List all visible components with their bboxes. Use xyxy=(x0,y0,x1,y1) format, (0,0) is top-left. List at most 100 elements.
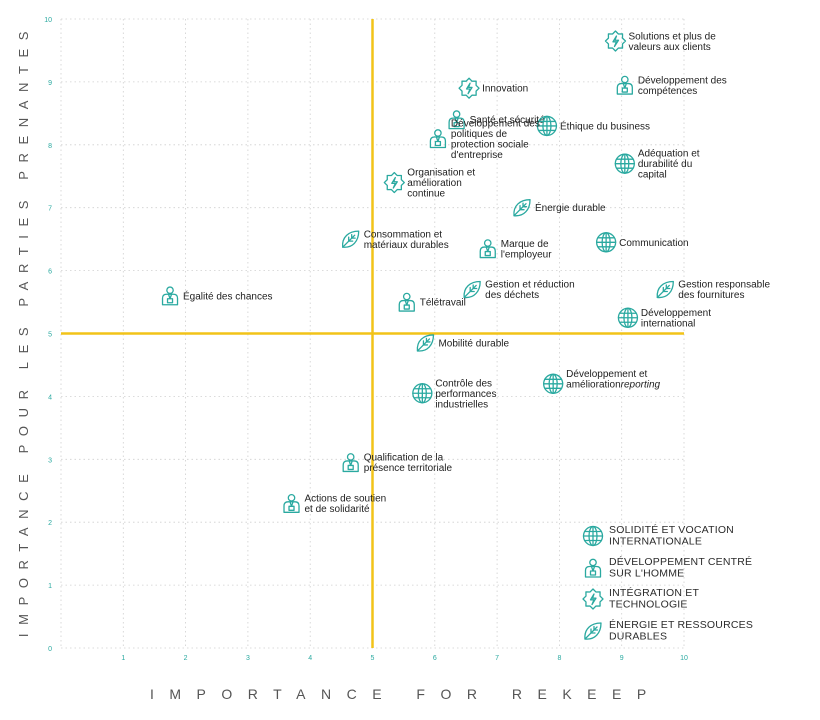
legend-label: INTÉGRATION ET TECHNOLOGIE xyxy=(609,586,699,611)
y-tick-label: 3 xyxy=(48,457,52,464)
data-point: Télétravail xyxy=(398,292,466,312)
person-icon xyxy=(429,129,447,149)
data-point-label: Santé et sécurité xyxy=(470,115,545,126)
data-point: Éthique du business xyxy=(536,115,650,137)
globe-icon xyxy=(617,307,639,328)
data-point-label: Consommation et matériaux durables xyxy=(364,229,449,251)
data-point: Organisation et amélioration continue xyxy=(383,168,475,200)
data-point: Contrôle des performances industrielles xyxy=(412,378,496,410)
y-tick-label: 0 xyxy=(48,646,52,653)
y-tick-label: 5 xyxy=(48,332,52,339)
x-tick-label: 4 xyxy=(308,655,312,662)
data-point: Gestion et réduction des déchets xyxy=(463,280,575,302)
data-point: Développement et améliorationreporting xyxy=(543,369,661,394)
y-tick-label: 2 xyxy=(48,520,52,527)
data-point-label: Solutions et plus de valeurs aux clients xyxy=(628,31,716,53)
x-tick-label: 9 xyxy=(620,655,624,662)
data-point: Solutions et plus de valeurs aux clients xyxy=(604,30,716,53)
x-axis-label: IMPORTANCE FOR REKEEP xyxy=(150,686,662,702)
data-point-label: Contrôle des performances industrielles xyxy=(435,378,496,410)
data-point-label: Développement et améliorationreporting xyxy=(566,369,660,391)
person-icon xyxy=(161,286,179,306)
y-tick-label: 9 xyxy=(48,80,52,87)
y-axis-label: IMPORTANCE POUR LES PARTIES PRENANTES xyxy=(16,23,31,637)
data-point-label: Gestion responsable des fournitures xyxy=(678,280,770,302)
data-point-label: Gestion et réduction des déchets xyxy=(485,280,575,302)
leaf-icon xyxy=(513,199,531,217)
data-point-label: Qualification de la présence territoriale xyxy=(364,453,453,475)
y-tick-label: 4 xyxy=(48,394,52,401)
data-point-label: Énergie durable xyxy=(535,201,606,214)
data-point: Santé et sécurité xyxy=(448,110,545,130)
legend-label: DÉVELOPPEMENT CENTRÉ SUR L'HOMME xyxy=(609,555,752,580)
data-points: Solutions et plus de valeurs aux clients D… xyxy=(161,30,770,515)
axis-ticks: 1 2 3 4 5 6 7 8 9 10 0 1 2 3 4 5 6 7 8 9 10 xyxy=(44,17,688,662)
globe-icon xyxy=(536,115,558,137)
leaf-icon xyxy=(584,622,602,640)
data-point-label: Communication xyxy=(619,238,688,249)
data-point-label: Actions de soutien et de solidarité xyxy=(305,494,387,515)
globe-icon xyxy=(582,525,604,547)
data-point-label: Développement international xyxy=(641,308,711,330)
data-point: Innovation xyxy=(458,77,528,99)
data-point-label: Éthique du business xyxy=(560,119,650,132)
leaf-icon xyxy=(463,280,481,299)
data-point: Qualification de la présence territoriale xyxy=(342,453,453,475)
person-icon xyxy=(398,292,415,312)
gear-bolt-icon xyxy=(458,77,480,99)
person-icon xyxy=(479,239,496,259)
person-icon xyxy=(616,75,633,95)
gear-bolt-icon xyxy=(582,588,604,610)
data-point: Énergie durable xyxy=(513,199,606,217)
threshold-lines xyxy=(61,19,684,648)
legend-entry: INTÉGRATION ET TECHNOLOGIE xyxy=(582,586,699,611)
data-point: Développement des compétences xyxy=(616,75,727,97)
data-point-label: Adéquation et durabilité du capital xyxy=(638,149,700,181)
x-tick-label: 1 xyxy=(121,655,125,662)
data-point-label: Télétravail xyxy=(420,298,466,309)
person-icon xyxy=(283,493,300,513)
data-point-label: Développement des politiques de protection… xyxy=(451,118,540,161)
x-tick-label: 5 xyxy=(371,655,375,662)
x-tick-label: 7 xyxy=(495,655,499,662)
y-tick-label: 1 xyxy=(48,583,52,590)
data-point-label: Marque de l'employeur xyxy=(501,239,552,261)
data-point: Gestion responsable des fournitures xyxy=(656,280,770,302)
x-tick-label: 8 xyxy=(557,655,561,662)
x-tick-label: 3 xyxy=(246,655,250,662)
data-point: Mobilité durable xyxy=(416,334,509,352)
leaf-icon xyxy=(656,280,674,299)
x-tick-label: 6 xyxy=(433,655,437,662)
leaf-icon xyxy=(416,334,435,352)
data-point: Développement des politiques de protection… xyxy=(429,118,540,161)
legend-label: SOLIDITÉ ET VOCATION INTERNATIONALE xyxy=(609,523,734,548)
data-point: Développement international xyxy=(617,307,711,330)
legend-entry: ÉNERGIE ET RESSOURCES DURABLES xyxy=(584,618,753,643)
data-point: Marque de l'employeur xyxy=(479,239,552,261)
gear-bolt-icon xyxy=(604,30,627,52)
person-icon xyxy=(342,453,359,473)
globe-icon xyxy=(595,232,617,253)
legend: SOLIDITÉ ET VOCATION INTERNATIONALE DÉVELO… xyxy=(582,523,753,643)
x-tick-label: 2 xyxy=(184,655,188,662)
y-tick-label: 10 xyxy=(44,17,52,24)
data-point-label: Développement des compétences xyxy=(638,75,727,97)
data-point: Adéquation et durabilité du capital xyxy=(614,149,700,181)
data-point-label: Organisation et amélioration continue xyxy=(407,168,475,200)
data-point-label: Mobilité durable xyxy=(438,338,509,349)
y-tick-label: 8 xyxy=(48,143,52,150)
globe-icon xyxy=(543,373,564,394)
data-point: Actions de soutien et de solidarité xyxy=(283,493,387,515)
globe-icon xyxy=(614,153,635,174)
gear-bolt-icon xyxy=(383,171,405,194)
y-tick-label: 7 xyxy=(48,206,52,213)
leaf-icon xyxy=(342,230,360,248)
data-point: Égalité des chances xyxy=(161,286,273,306)
data-point-label: Égalité des chances xyxy=(183,289,273,302)
data-point-label: Innovation xyxy=(482,84,528,95)
legend-entry: DÉVELOPPEMENT CENTRÉ SUR L'HOMME xyxy=(584,555,752,580)
x-tick-label: 10 xyxy=(680,655,688,662)
globe-icon xyxy=(412,383,433,404)
legend-label: ÉNERGIE ET RESSOURCES DURABLES xyxy=(609,618,753,643)
